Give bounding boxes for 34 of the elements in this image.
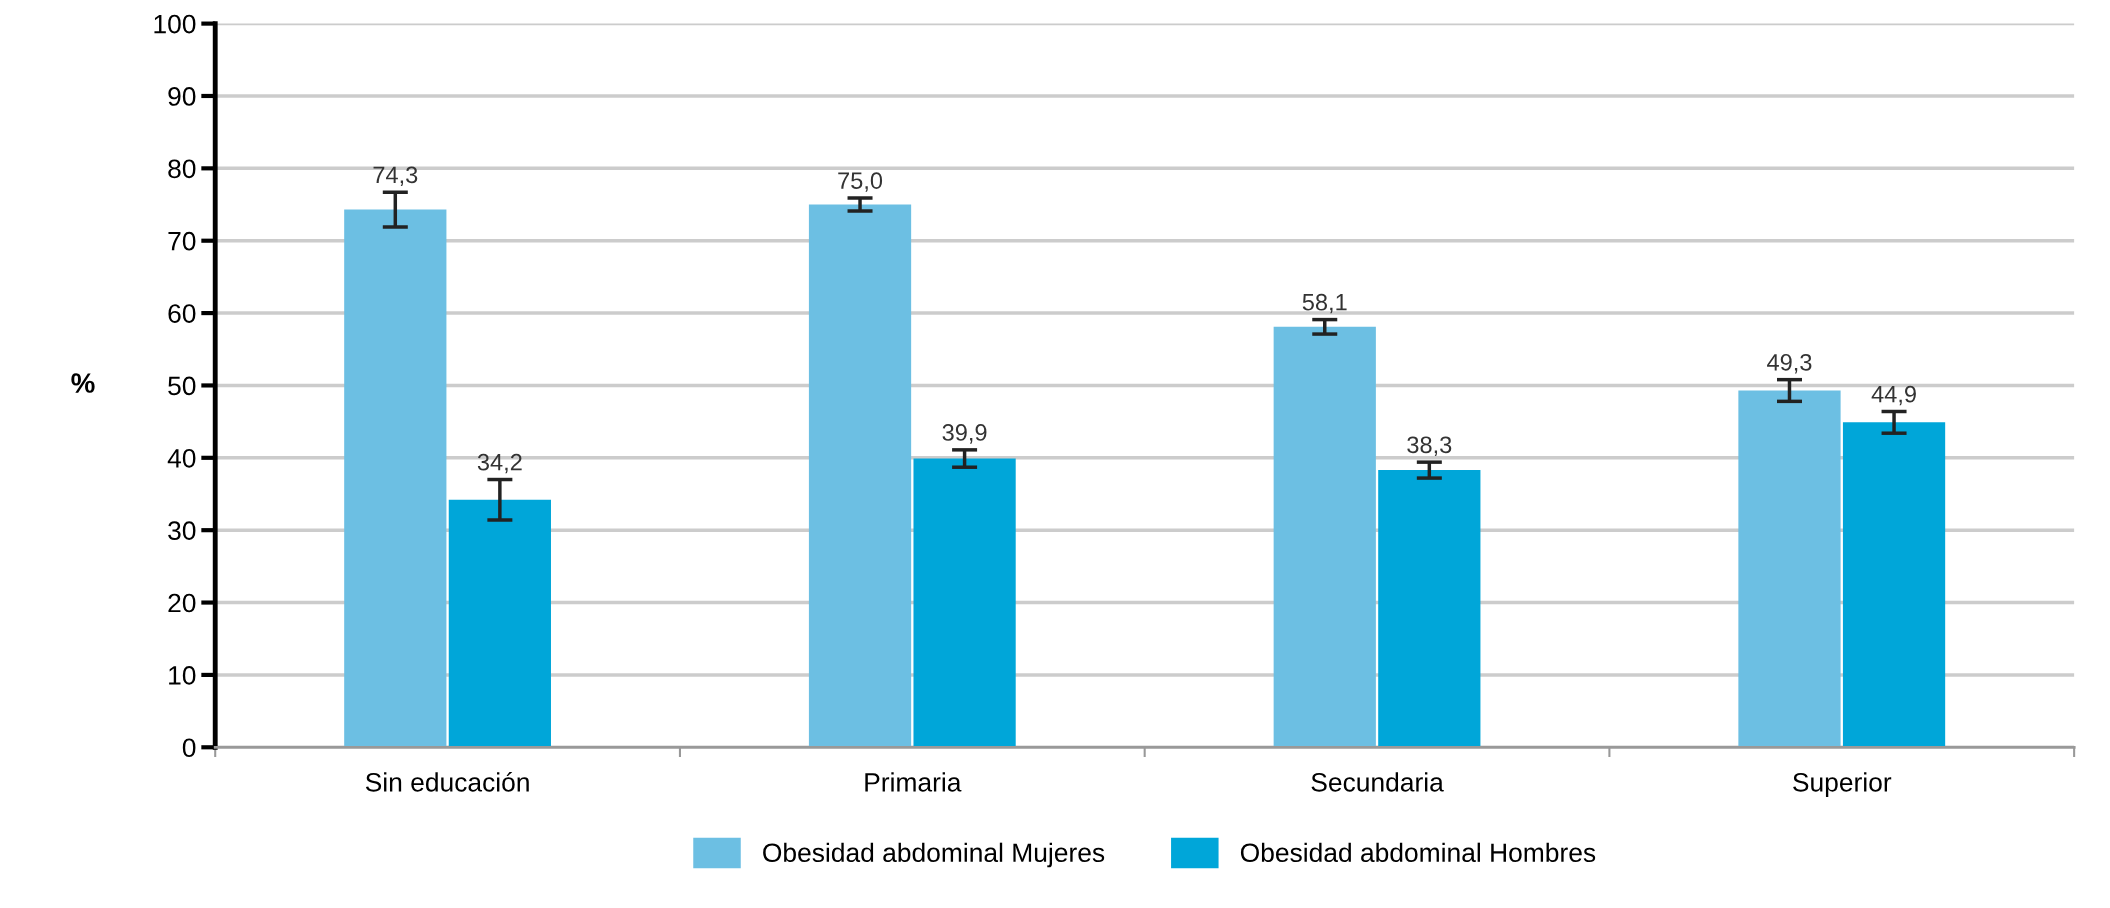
y-tick-label: 60 (168, 304, 196, 323)
y-tick-label: 50 (168, 376, 196, 396)
x-tick-label: Primaria (865, 772, 962, 792)
data-label: 44,9 (1871, 385, 1916, 406)
legend-label: Obesidad abdominal Mujeres (763, 842, 1105, 868)
y-tick-label: 0 (182, 738, 196, 758)
data-label: 75,0 (838, 172, 883, 192)
bar (1273, 326, 1376, 748)
bar (913, 458, 1016, 748)
bar (448, 499, 551, 748)
y-tick-label: 40 (167, 448, 196, 468)
bar (1378, 470, 1481, 748)
data-label: 58,1 (1302, 293, 1347, 314)
data-label: 38,3 (1407, 436, 1452, 456)
data-label: 49,3 (1767, 353, 1812, 374)
y-axis-title: % (71, 373, 95, 393)
y-tick-label: 100 (154, 14, 196, 34)
data-label: 39,9 (942, 424, 987, 444)
y-tick-label: 90 (168, 87, 196, 106)
data-label: 74,3 (373, 166, 418, 186)
x-tick-label: Superior (1793, 772, 1892, 797)
bar (1842, 422, 1946, 748)
y-tick-label: 20 (168, 593, 196, 613)
x-tick-label: Sin educación (365, 771, 529, 792)
y-tick-label: 30 (168, 521, 196, 540)
bar (344, 209, 447, 748)
y-tick-label: 70 (168, 231, 196, 251)
bar (808, 204, 912, 748)
legend-label: Obesidad abdominal Hombres (1240, 842, 1596, 863)
y-tick-label: 80 (168, 159, 196, 179)
y-tick-label: 10 (169, 666, 196, 685)
bar (1738, 390, 1841, 748)
x-tick-label: Secundaria (1311, 772, 1444, 792)
data-label: 34,2 (477, 453, 522, 474)
